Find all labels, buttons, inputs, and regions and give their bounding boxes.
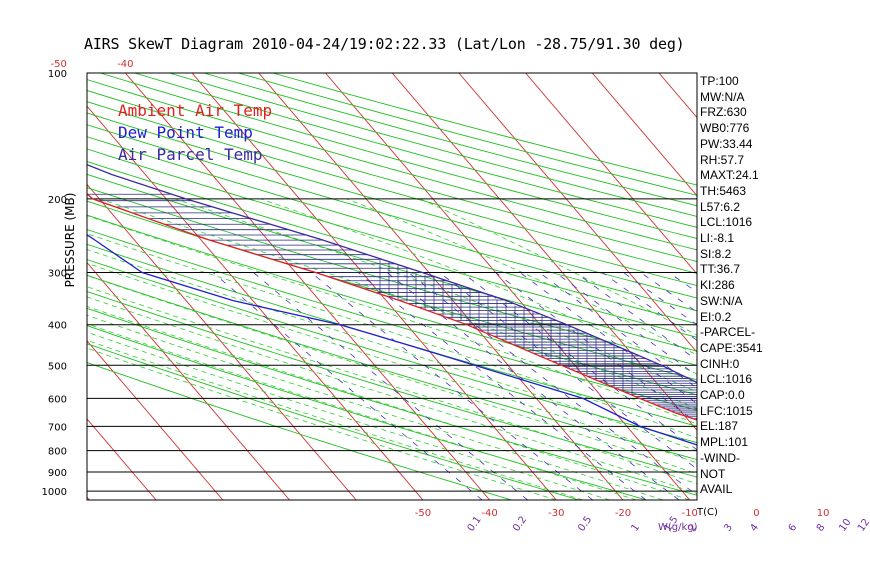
x-axis-label: T(C) xyxy=(696,507,718,518)
stability-index-item: FRZ:630 xyxy=(700,106,747,118)
mixing-ratio-line xyxy=(358,273,646,501)
stability-index-item: TT:36.7 xyxy=(700,263,740,275)
stability-index-item: EL:187 xyxy=(700,420,738,432)
mixing-ratio-tick-label: 3 xyxy=(722,522,735,534)
mixing-ratio-tick-label: 1 xyxy=(629,522,642,534)
isotherm-line xyxy=(0,73,23,500)
legend-item-ambient-air-temp: Ambient Air Temp xyxy=(118,100,272,122)
mixing-ratio-tick-label: 10 xyxy=(837,517,853,534)
mixing-ratio-tick-label: 6 xyxy=(787,522,800,534)
stability-index-item: CINH:0 xyxy=(700,358,739,370)
pressure-tick-label: 600 xyxy=(48,394,67,405)
mixing-ratio-tick-label: 8 xyxy=(815,522,828,534)
top-temp-tick-label: -50 xyxy=(50,59,66,70)
dry-adiabat-line xyxy=(169,73,870,500)
bottom-temp-tick-label: 10 xyxy=(817,508,830,519)
stability-index-item: CAPE:3541 xyxy=(700,342,763,354)
stability-index-item: LCL:1016 xyxy=(700,373,752,385)
stability-index-item: PW:33.44 xyxy=(700,138,752,150)
bottom-temp-tick-label: -30 xyxy=(548,508,564,519)
top-temp-tick-label: -40 xyxy=(117,59,133,70)
stability-index-item: CAP:0.0 xyxy=(700,389,745,401)
moist-adiabat-line xyxy=(175,199,870,500)
isotherm-line xyxy=(459,73,823,500)
stability-index-item: TP:100 xyxy=(700,75,739,87)
stability-index-item: EI:0.2 xyxy=(700,311,731,323)
isotherm-line xyxy=(792,73,870,500)
stability-index-item: KI:286 xyxy=(700,279,735,291)
moist-adiabat-line xyxy=(0,199,796,500)
stability-index-item: SI:8.2 xyxy=(700,248,731,260)
y-axis-label: PRESSURE (MB) xyxy=(63,193,77,288)
pressure-tick-label: 900 xyxy=(48,468,67,479)
pressure-tick-label: 700 xyxy=(48,422,67,433)
mixing-ratio-axis-label: W(g/kg) xyxy=(658,522,698,533)
legend-item-dew-point-temp: Dew Point Temp xyxy=(118,122,272,144)
dry-adiabat-line xyxy=(204,73,870,500)
bottom-temp-tick-label: -40 xyxy=(481,508,497,519)
stability-index-item: NOT xyxy=(700,468,725,480)
pressure-tick-label: 800 xyxy=(48,447,67,458)
stability-index-item: MW:N/A xyxy=(700,91,744,103)
mixing-ratio-tick-label: 12 xyxy=(856,517,870,534)
pressure-tick-label: 500 xyxy=(48,361,67,372)
mixing-ratio-line xyxy=(520,273,831,501)
stability-index-item: LFC:1015 xyxy=(700,405,753,417)
mixing-ratio-line xyxy=(641,273,870,501)
pressure-tick-label: 400 xyxy=(48,321,67,332)
stability-index-item: TH:5463 xyxy=(700,185,746,197)
mixing-ratio-line xyxy=(213,273,482,501)
moist-adiabat-line xyxy=(0,199,663,500)
bottom-temp-tick-label: -10 xyxy=(682,508,698,519)
pressure-tick-label: 1000 xyxy=(42,487,67,498)
legend: Ambient Air Temp Dew Point Temp Air Parc… xyxy=(118,100,272,166)
mixing-ratio-line xyxy=(669,273,870,501)
stability-index-item: AVAIL xyxy=(700,483,732,495)
chart-title: AIRS SkewT Diagram 2010-04-24/19:02:22.3… xyxy=(84,35,685,53)
stability-index-item: RH:57.7 xyxy=(700,154,744,166)
bottom-temp-tick-label: -20 xyxy=(615,508,631,519)
mixing-ratio-line xyxy=(254,273,528,501)
mixing-ratio-tick-label: 0.5 xyxy=(576,514,594,533)
moist-adiabat-line xyxy=(420,199,870,500)
mixing-ratio-tick-label: 4 xyxy=(748,522,761,534)
stability-index-item: L57:6.2 xyxy=(700,201,740,213)
stability-index-item: MPL:101 xyxy=(700,436,748,448)
stability-index-item: SW:N/A xyxy=(700,295,742,307)
isotherm-line xyxy=(526,73,870,500)
bottom-temp-tick-label: -50 xyxy=(415,508,431,519)
legend-item-air-parcel-temp: Air Parcel Temp xyxy=(118,144,272,166)
stability-index-item: -PARCEL- xyxy=(700,326,755,338)
mixing-ratio-tick-label: 0.2 xyxy=(511,514,529,533)
stability-index-item: -WIND- xyxy=(700,452,740,464)
bottom-temp-tick-label: 0 xyxy=(753,508,759,519)
stability-index-item: MAXT:24.1 xyxy=(700,169,759,181)
stability-index-item: WB0:776 xyxy=(700,122,749,134)
stability-index-item: LI:-8.1 xyxy=(700,232,734,244)
stability-index-item: LCL:1016 xyxy=(700,216,752,228)
pressure-tick-label: 100 xyxy=(48,69,67,80)
